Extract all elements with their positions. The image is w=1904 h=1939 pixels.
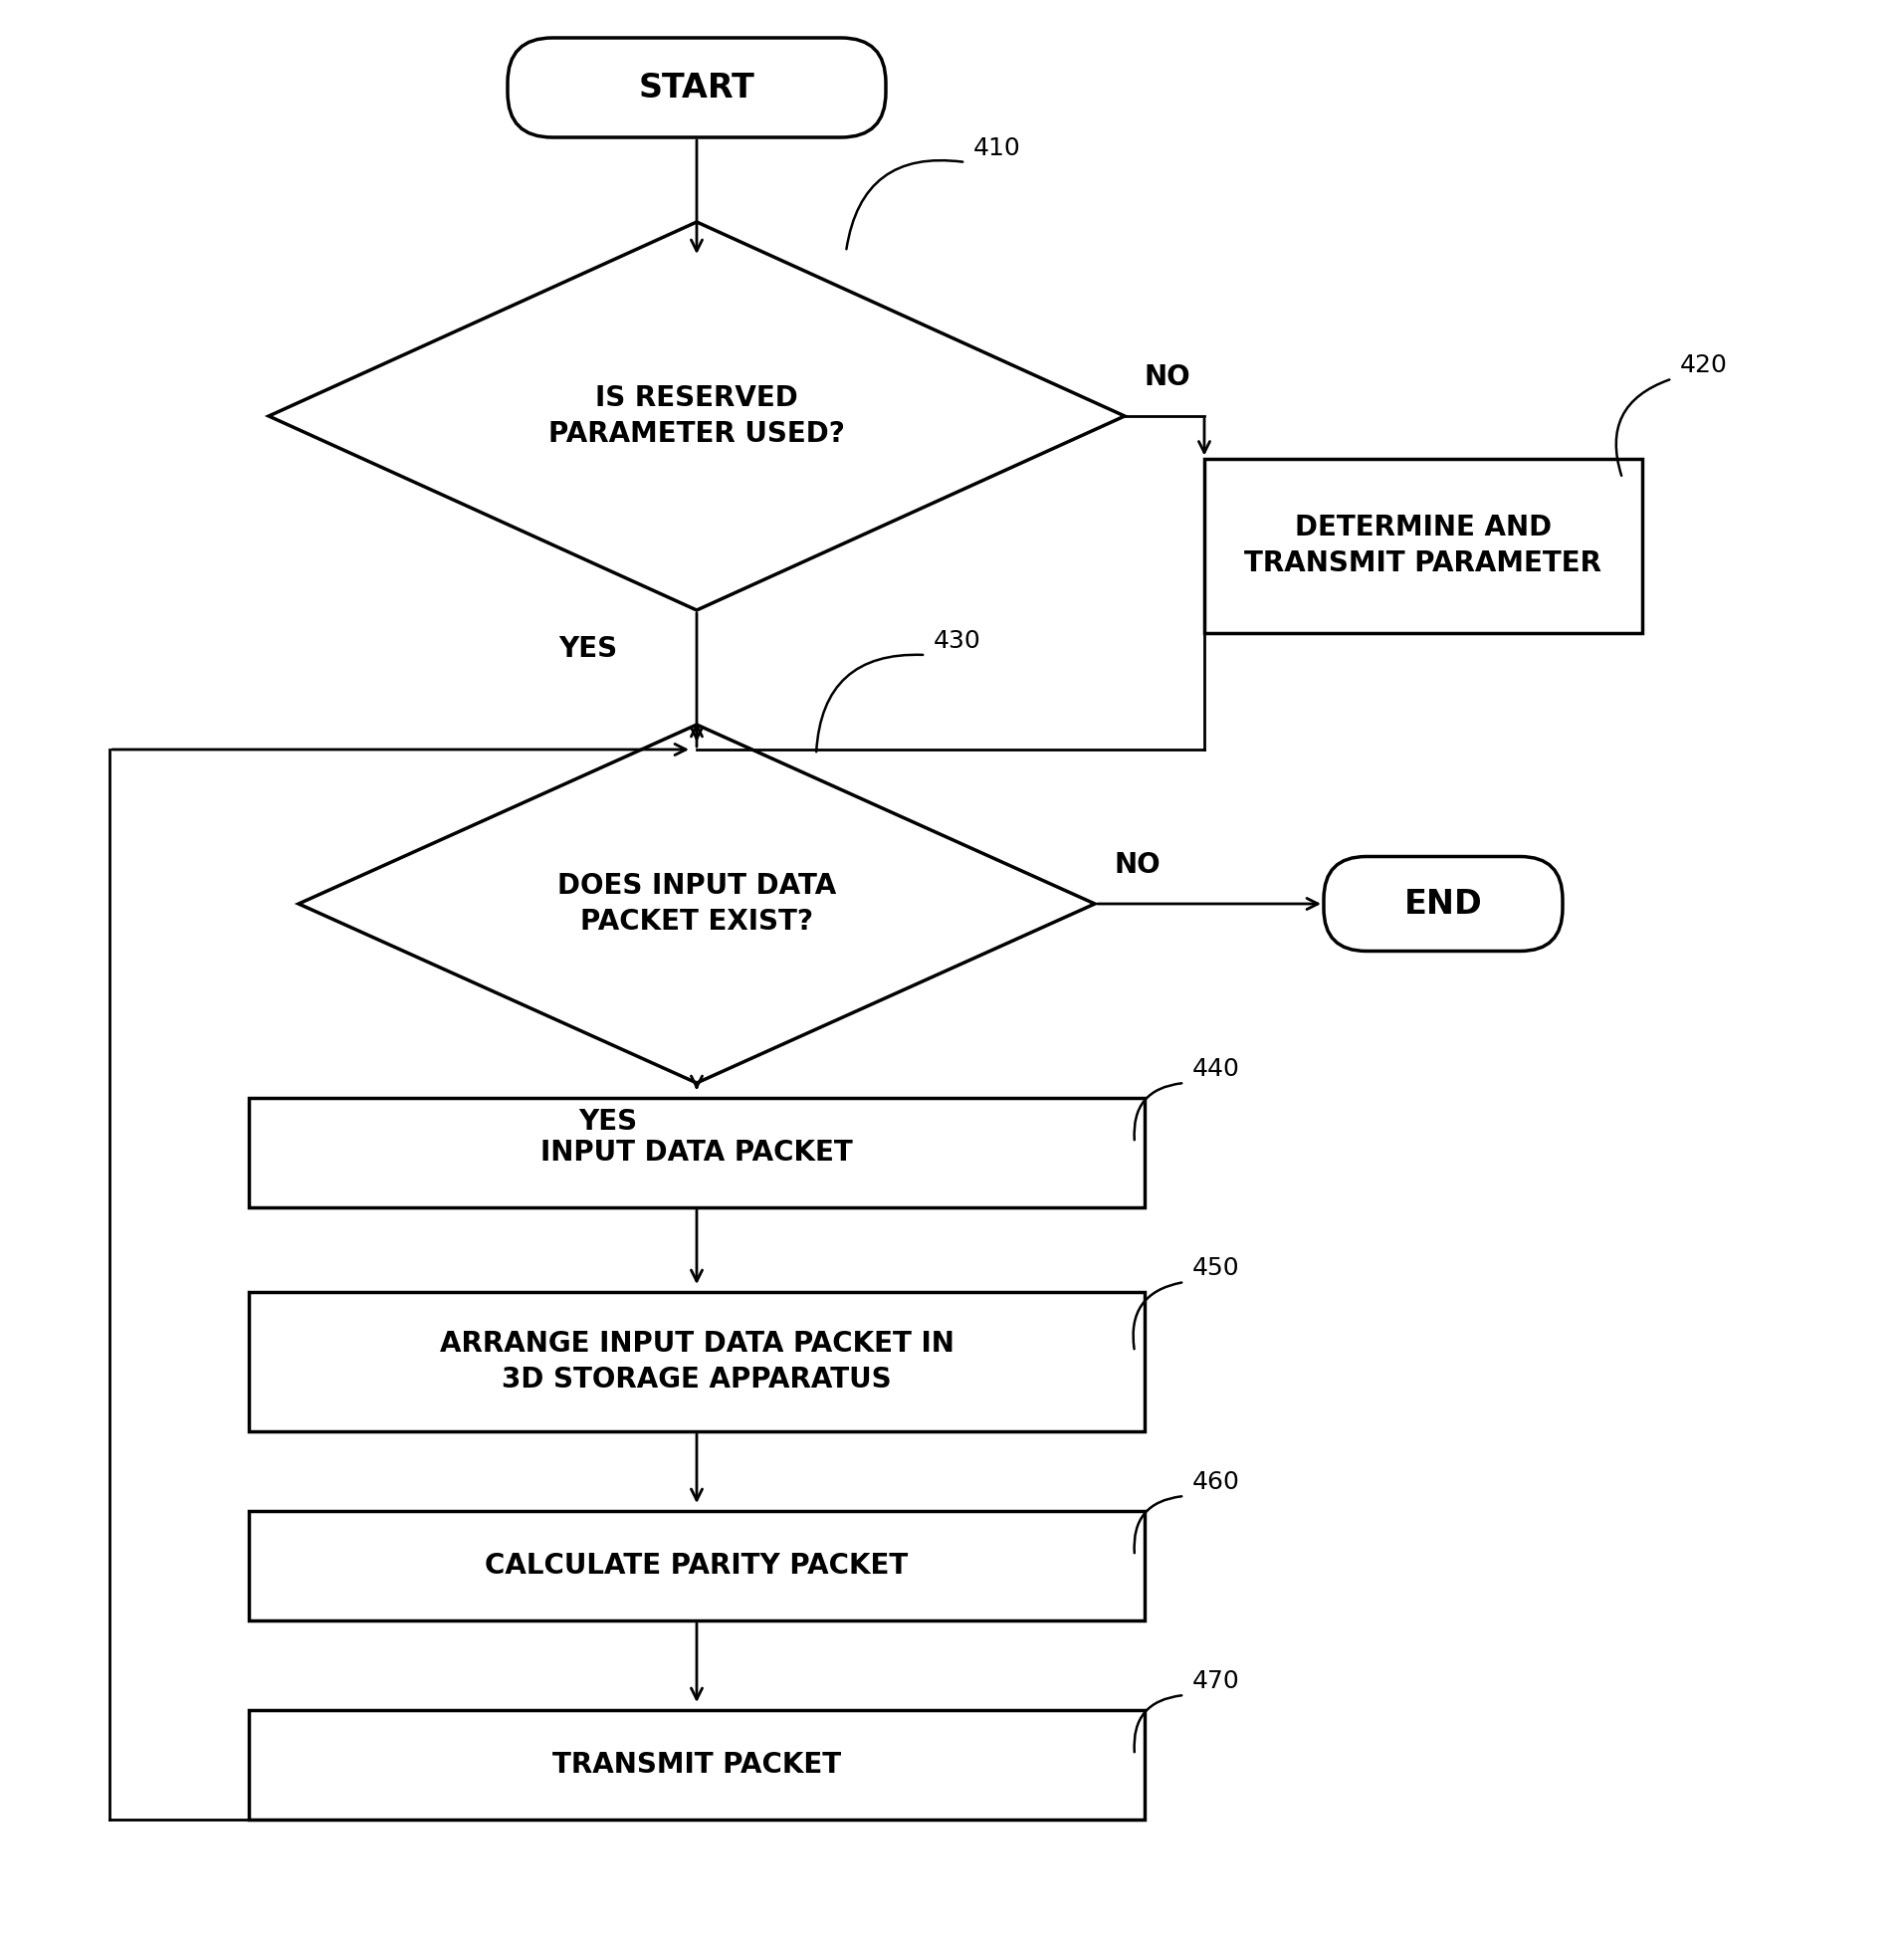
Text: 410: 410 <box>973 136 1021 161</box>
Text: 420: 420 <box>1679 353 1727 376</box>
FancyBboxPatch shape <box>1323 857 1563 952</box>
FancyBboxPatch shape <box>508 39 885 138</box>
Text: 450: 450 <box>1192 1256 1240 1280</box>
Polygon shape <box>299 725 1095 1084</box>
Text: INPUT DATA PACKET: INPUT DATA PACKET <box>541 1138 853 1167</box>
Text: 440: 440 <box>1192 1057 1240 1080</box>
Text: ARRANGE INPUT DATA PACKET IN
3D STORAGE APPARATUS: ARRANGE INPUT DATA PACKET IN 3D STORAGE … <box>440 1330 954 1394</box>
Text: IS RESERVED
PARAMETER USED?: IS RESERVED PARAMETER USED? <box>548 384 845 448</box>
Bar <box>1205 458 1643 632</box>
Text: DOES INPUT DATA
PACKET EXIST?: DOES INPUT DATA PACKET EXIST? <box>558 871 836 937</box>
Text: YES: YES <box>558 636 617 663</box>
Text: END: END <box>1403 888 1483 921</box>
Text: YES: YES <box>579 1107 638 1136</box>
Text: NO: NO <box>1114 851 1161 878</box>
Bar <box>249 1710 1144 1819</box>
Text: 470: 470 <box>1192 1669 1240 1693</box>
Polygon shape <box>268 221 1125 611</box>
Text: START: START <box>638 72 754 105</box>
Text: TRANSMIT PACKET: TRANSMIT PACKET <box>552 1751 842 1778</box>
Text: CALCULATE PARITY PACKET: CALCULATE PARITY PACKET <box>486 1551 908 1580</box>
Bar <box>249 1291 1144 1431</box>
Bar <box>249 1510 1144 1621</box>
Text: DETERMINE AND
TRANSMIT PARAMETER: DETERMINE AND TRANSMIT PARAMETER <box>1245 514 1601 578</box>
Text: 460: 460 <box>1192 1470 1240 1495</box>
Bar <box>249 1097 1144 1208</box>
Text: NO: NO <box>1144 363 1192 392</box>
Text: 430: 430 <box>933 628 981 653</box>
